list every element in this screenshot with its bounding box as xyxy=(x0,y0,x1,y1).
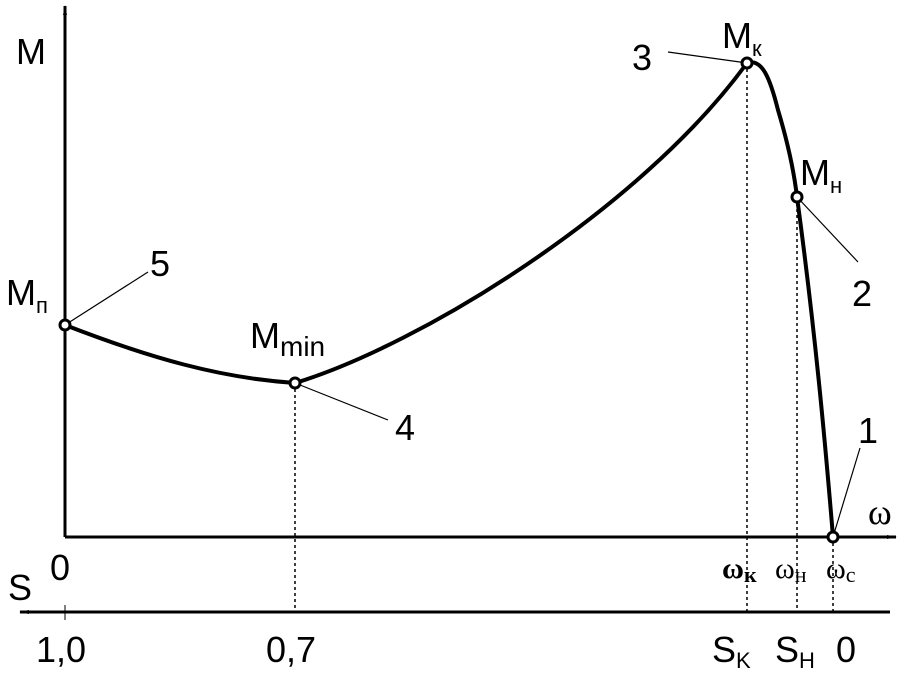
label-sub: min xyxy=(280,331,325,362)
label-main: M xyxy=(250,315,280,356)
tick-sub: K xyxy=(736,648,751,673)
tick-sub: к xyxy=(744,562,757,587)
point-number: 1 xyxy=(858,410,878,451)
s-tick-label: 0 xyxy=(836,629,856,670)
tick-main: ω xyxy=(775,552,795,585)
leader-lines xyxy=(64,51,861,538)
s-tick-label: 0,7 xyxy=(266,629,316,670)
tick-main: S xyxy=(712,629,736,670)
s-tick-label: SK xyxy=(712,629,751,673)
tick-main: 1,0 xyxy=(36,629,86,670)
point-number: 4 xyxy=(395,407,415,448)
omega-tick-label: ωн xyxy=(775,552,807,587)
point-number: 2 xyxy=(852,273,872,314)
label-sub: п xyxy=(36,293,48,318)
s-tick-label: 1,0 xyxy=(36,629,86,670)
point-number: 3 xyxy=(632,37,652,78)
projection-lines xyxy=(294,63,834,612)
omega-tick-label: 0 xyxy=(50,547,70,588)
point-number: 5 xyxy=(150,243,170,284)
label-sub: н xyxy=(830,173,842,198)
tick-sub: н xyxy=(795,562,807,587)
tick-main: ω xyxy=(826,552,846,585)
tick-sub: c xyxy=(846,562,856,587)
point-label: Mп xyxy=(6,272,48,318)
tick-sub: H xyxy=(799,648,815,673)
x-axis-label: ω xyxy=(868,492,892,532)
tick-main: 0 xyxy=(50,547,70,588)
s-tick-label: SH xyxy=(775,629,815,673)
point-markers xyxy=(58,56,840,544)
label-sub: к xyxy=(752,36,762,61)
torque-curve xyxy=(64,60,835,538)
tick-main: ω xyxy=(722,552,744,585)
omega-tick-label: ωк xyxy=(722,552,757,587)
point-label: Mmin xyxy=(250,315,325,362)
tick-main: S xyxy=(775,629,799,670)
tick-main: 0,7 xyxy=(266,629,316,670)
label-main: M xyxy=(800,152,830,193)
point-label: Mк xyxy=(722,15,762,61)
label-main: M xyxy=(722,15,752,56)
s-axis-label: S xyxy=(8,567,32,608)
omega-tick-label: ωc xyxy=(826,552,856,587)
label-main: M xyxy=(6,272,36,313)
y-axis-label: M xyxy=(16,31,46,72)
tick-main: 0 xyxy=(836,629,856,670)
point-label: Mн xyxy=(800,152,842,198)
